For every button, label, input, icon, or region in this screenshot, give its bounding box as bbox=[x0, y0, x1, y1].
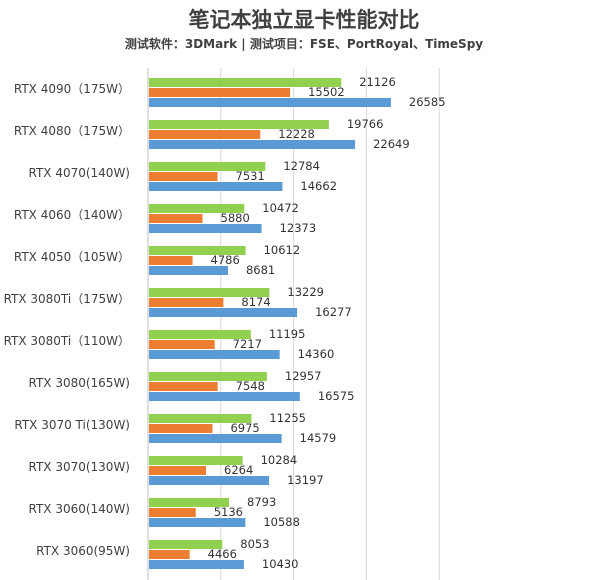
bar bbox=[149, 256, 193, 265]
bar bbox=[149, 130, 261, 139]
data-label: 11255 bbox=[269, 411, 306, 425]
bar bbox=[149, 288, 270, 297]
category-label: RTX 3070 Ti(130W) bbox=[14, 418, 130, 432]
bar bbox=[149, 424, 213, 433]
data-label: 10588 bbox=[263, 515, 300, 529]
data-label: 4466 bbox=[208, 547, 237, 561]
bar bbox=[149, 350, 280, 359]
bar bbox=[149, 88, 291, 97]
bar bbox=[149, 434, 282, 443]
data-label: 26585 bbox=[409, 95, 446, 109]
bar bbox=[149, 392, 300, 401]
bar bbox=[149, 414, 252, 423]
bar bbox=[149, 214, 203, 223]
bar bbox=[149, 204, 245, 213]
category-label: RTX 4050（105W） bbox=[14, 250, 130, 264]
bar bbox=[149, 476, 270, 485]
category-label: RTX 3080Ti（110W） bbox=[4, 334, 130, 348]
bar bbox=[149, 266, 228, 275]
data-label: 12784 bbox=[283, 159, 320, 173]
bar bbox=[149, 120, 329, 129]
data-label: 10430 bbox=[262, 557, 299, 571]
category-label: RTX 3080(165W) bbox=[28, 376, 130, 390]
category-label: RTX 3070(130W) bbox=[28, 460, 130, 474]
chart-subtitle: 测试软件：3DMark | 测试项目：FSE、PortRoyal、TimeSpy bbox=[124, 37, 484, 51]
data-label: 13229 bbox=[287, 285, 324, 299]
bar bbox=[149, 330, 251, 339]
bar bbox=[149, 372, 267, 381]
data-label: 14662 bbox=[300, 179, 337, 193]
data-label: 11195 bbox=[269, 327, 306, 341]
data-label: 8681 bbox=[246, 263, 275, 277]
data-label: 10284 bbox=[261, 453, 298, 467]
data-label: 8053 bbox=[240, 537, 269, 551]
category-label: RTX 4060（140W） bbox=[14, 208, 130, 222]
data-label: 14360 bbox=[298, 347, 335, 361]
bar bbox=[149, 498, 230, 507]
bar bbox=[149, 540, 223, 549]
bar bbox=[149, 246, 246, 255]
chart-title: 笔记本独立显卡性能对比 bbox=[188, 8, 420, 32]
bar bbox=[149, 466, 207, 475]
bar bbox=[149, 98, 391, 107]
data-label: 13197 bbox=[287, 473, 324, 487]
data-label: 8793 bbox=[247, 495, 276, 509]
category-label: RTX 3060(140W) bbox=[28, 502, 130, 516]
category-label: RTX 3080Ti（175W） bbox=[4, 292, 130, 306]
category-label: RTX 4080（175W） bbox=[14, 124, 130, 138]
data-label: 19766 bbox=[347, 117, 384, 131]
bar bbox=[149, 550, 190, 559]
data-label: 5880 bbox=[221, 211, 250, 225]
data-label: 8174 bbox=[241, 295, 270, 309]
data-label: 12228 bbox=[278, 127, 315, 141]
data-label: 4786 bbox=[211, 253, 240, 267]
bar bbox=[149, 140, 356, 149]
bar bbox=[149, 508, 196, 517]
data-label: 7548 bbox=[236, 379, 265, 393]
bar bbox=[149, 224, 262, 233]
bar bbox=[149, 382, 218, 391]
bar bbox=[149, 78, 342, 87]
data-label: 16575 bbox=[318, 389, 355, 403]
bar bbox=[149, 162, 266, 171]
data-label: 12957 bbox=[285, 369, 322, 383]
bar bbox=[149, 456, 243, 465]
data-label: 12373 bbox=[280, 221, 317, 235]
bar bbox=[149, 560, 244, 569]
data-label: 14579 bbox=[300, 431, 337, 445]
bar bbox=[149, 182, 283, 191]
bar bbox=[149, 308, 298, 317]
data-label: 15502 bbox=[308, 85, 345, 99]
bar bbox=[149, 518, 246, 527]
data-label: 5136 bbox=[214, 505, 243, 519]
data-label: 7531 bbox=[236, 169, 265, 183]
data-label: 6975 bbox=[230, 421, 259, 435]
data-label: 16277 bbox=[315, 305, 352, 319]
bar bbox=[149, 340, 215, 349]
bar bbox=[149, 172, 218, 181]
data-label: 7217 bbox=[233, 337, 262, 351]
data-label: 10472 bbox=[262, 201, 299, 215]
category-label: RTX 4070(140W) bbox=[28, 166, 130, 180]
bar bbox=[149, 298, 224, 307]
data-label: 6264 bbox=[224, 463, 253, 477]
data-label: 22649 bbox=[373, 137, 410, 151]
category-label: RTX 3060(95W) bbox=[36, 544, 130, 558]
data-label: 10612 bbox=[264, 243, 301, 257]
category-label: RTX 4090（175W） bbox=[14, 82, 130, 96]
data-label: 21126 bbox=[359, 75, 396, 89]
